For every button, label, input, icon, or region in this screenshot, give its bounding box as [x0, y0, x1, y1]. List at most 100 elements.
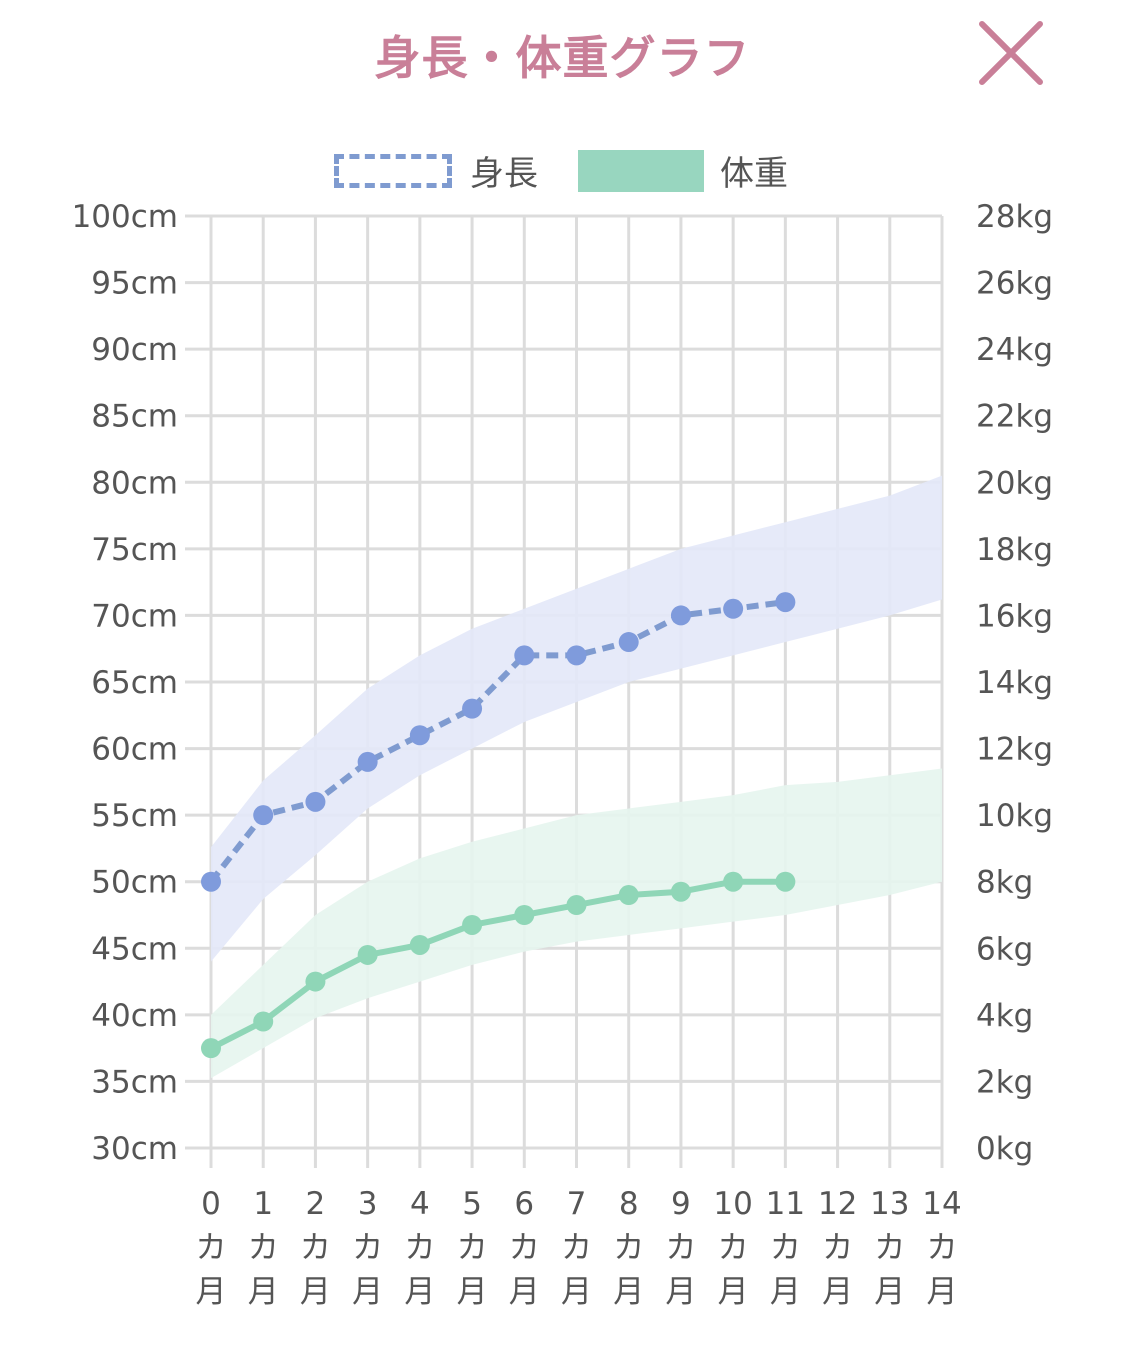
x-tick-unit-ka: カ	[927, 1230, 958, 1266]
x-tick-unit-month: 月	[718, 1274, 749, 1310]
x-tick-label: 7	[567, 1186, 587, 1222]
x-tick-unit-month: 月	[927, 1274, 958, 1310]
weight-reference-band	[211, 768, 942, 1079]
y-right-tick-label: 12kg	[976, 732, 1053, 768]
legend-swatch-weight[interactable]	[578, 149, 704, 192]
y-left-tick-label: 75cm	[91, 532, 178, 568]
y-left-tick-label: 95cm	[91, 266, 178, 302]
height-data-point	[409, 725, 430, 746]
x-tick-unit-ka: カ	[665, 1230, 696, 1266]
weight-data-point	[357, 944, 378, 965]
close-button[interactable]	[976, 20, 1046, 86]
x-tick-label: 13	[870, 1186, 909, 1222]
y-right-tick-label: 6kg	[976, 931, 1033, 967]
x-tick-label: 2	[306, 1186, 326, 1222]
x-tick-label: 3	[358, 1186, 378, 1222]
y-left-tick-label: 65cm	[91, 665, 178, 701]
x-tick-unit-ka: カ	[822, 1230, 853, 1266]
y-right-tick-label: 0kg	[976, 1131, 1033, 1167]
y-right-tick-label: 4kg	[976, 998, 1033, 1034]
y-left-tick-label: 90cm	[91, 332, 178, 368]
legend: 身長 体重	[334, 146, 788, 195]
x-tick-unit-ka: カ	[300, 1230, 331, 1266]
x-tick-unit-month: 月	[770, 1274, 801, 1310]
height-data-point	[305, 791, 326, 812]
weight-data-point	[409, 934, 430, 955]
weight-data-point	[514, 905, 535, 925]
x-tick-unit-ka: カ	[613, 1230, 644, 1266]
x-tick-unit-month: 月	[196, 1274, 227, 1310]
x-tick-label: 11	[766, 1186, 805, 1222]
y-left-tick-label: 35cm	[91, 1064, 178, 1100]
x-tick-unit-month: 月	[404, 1274, 435, 1310]
y-right-tick-label: 2kg	[976, 1064, 1033, 1100]
close-icon	[979, 21, 1043, 85]
height-data-point	[670, 605, 691, 626]
y-left-tick-label: 55cm	[91, 798, 178, 834]
weight-data-point	[670, 881, 691, 902]
x-tick-unit-ka: カ	[352, 1230, 383, 1266]
height-data-point	[462, 698, 483, 719]
x-tick-label: 9	[671, 1186, 691, 1222]
y-right-tick-label: 8kg	[976, 865, 1033, 901]
y-left-tick-label: 50cm	[91, 865, 178, 901]
x-tick-unit-ka: カ	[457, 1230, 488, 1266]
y-right-tick-label: 16kg	[976, 598, 1053, 634]
x-tick-label: 12	[818, 1186, 857, 1222]
x-tick-unit-month: 月	[352, 1274, 383, 1310]
x-tick-label: 5	[462, 1186, 482, 1222]
x-tick-unit-ka: カ	[248, 1230, 279, 1266]
x-tick-unit-ka: カ	[874, 1230, 905, 1266]
y-left-tick-label: 85cm	[91, 399, 178, 435]
y-left-tick-label: 45cm	[91, 931, 178, 967]
weight-data-point	[618, 885, 639, 906]
x-tick-unit-month: 月	[561, 1274, 592, 1310]
x-tick-label: 10	[713, 1186, 752, 1222]
legend-label-weight[interactable]: 体重	[720, 154, 788, 194]
x-tick-unit-ka: カ	[561, 1230, 592, 1266]
weight-data-point	[566, 895, 587, 916]
x-tick-unit-ka: カ	[509, 1230, 540, 1266]
y-right-tick-label: 20kg	[976, 465, 1053, 501]
x-tick-unit-month: 月	[457, 1274, 488, 1310]
x-tick-label: 14	[922, 1186, 961, 1222]
y-right-tick-label: 14kg	[976, 665, 1053, 701]
x-tick-unit-ka: カ	[770, 1230, 801, 1266]
weight-data-point	[462, 914, 483, 935]
x-tick-unit-month: 月	[822, 1274, 853, 1310]
x-tick-unit-month: 月	[509, 1274, 540, 1310]
height-data-point	[723, 598, 744, 619]
weight-data-point	[775, 871, 796, 892]
y-left-tick-label: 60cm	[91, 732, 178, 768]
y-right-tick-label: 18kg	[976, 532, 1053, 568]
x-tick-label: 1	[253, 1186, 273, 1222]
weight-data-point	[201, 1038, 221, 1059]
x-tick-label: 4	[410, 1186, 430, 1222]
weight-data-point	[305, 971, 326, 992]
x-tick-unit-ka: カ	[404, 1230, 435, 1266]
height-data-point	[253, 805, 274, 826]
x-tick-unit-ka: カ	[196, 1230, 227, 1266]
weight-data-point	[723, 871, 744, 892]
y-right-tick-label: 10kg	[976, 798, 1053, 834]
y-right-tick-label: 26kg	[976, 266, 1053, 302]
x-tick-label: 0	[201, 1186, 221, 1222]
legend-swatch-height[interactable]	[334, 153, 452, 188]
y-left-tick-label: 40cm	[91, 998, 178, 1034]
x-tick-unit-month: 月	[665, 1274, 696, 1310]
x-tick-unit-month: 月	[248, 1274, 279, 1310]
x-tick-unit-month: 月	[874, 1274, 905, 1310]
height-data-point	[201, 871, 221, 892]
y-right-tick-label: 24kg	[976, 332, 1053, 368]
x-tick-label: 6	[514, 1186, 534, 1222]
x-tick-unit-month: 月	[613, 1274, 644, 1310]
height-data-point	[618, 632, 639, 653]
height-data-point	[357, 751, 378, 772]
page-title: 身長・体重グラフ	[374, 31, 751, 85]
weight-data-point	[253, 1011, 274, 1032]
x-tick-label: 8	[619, 1186, 639, 1222]
y-left-tick-label: 70cm	[91, 598, 178, 634]
legend-label-height[interactable]: 身長	[470, 154, 538, 194]
x-tick-unit-month: 月	[300, 1274, 331, 1310]
